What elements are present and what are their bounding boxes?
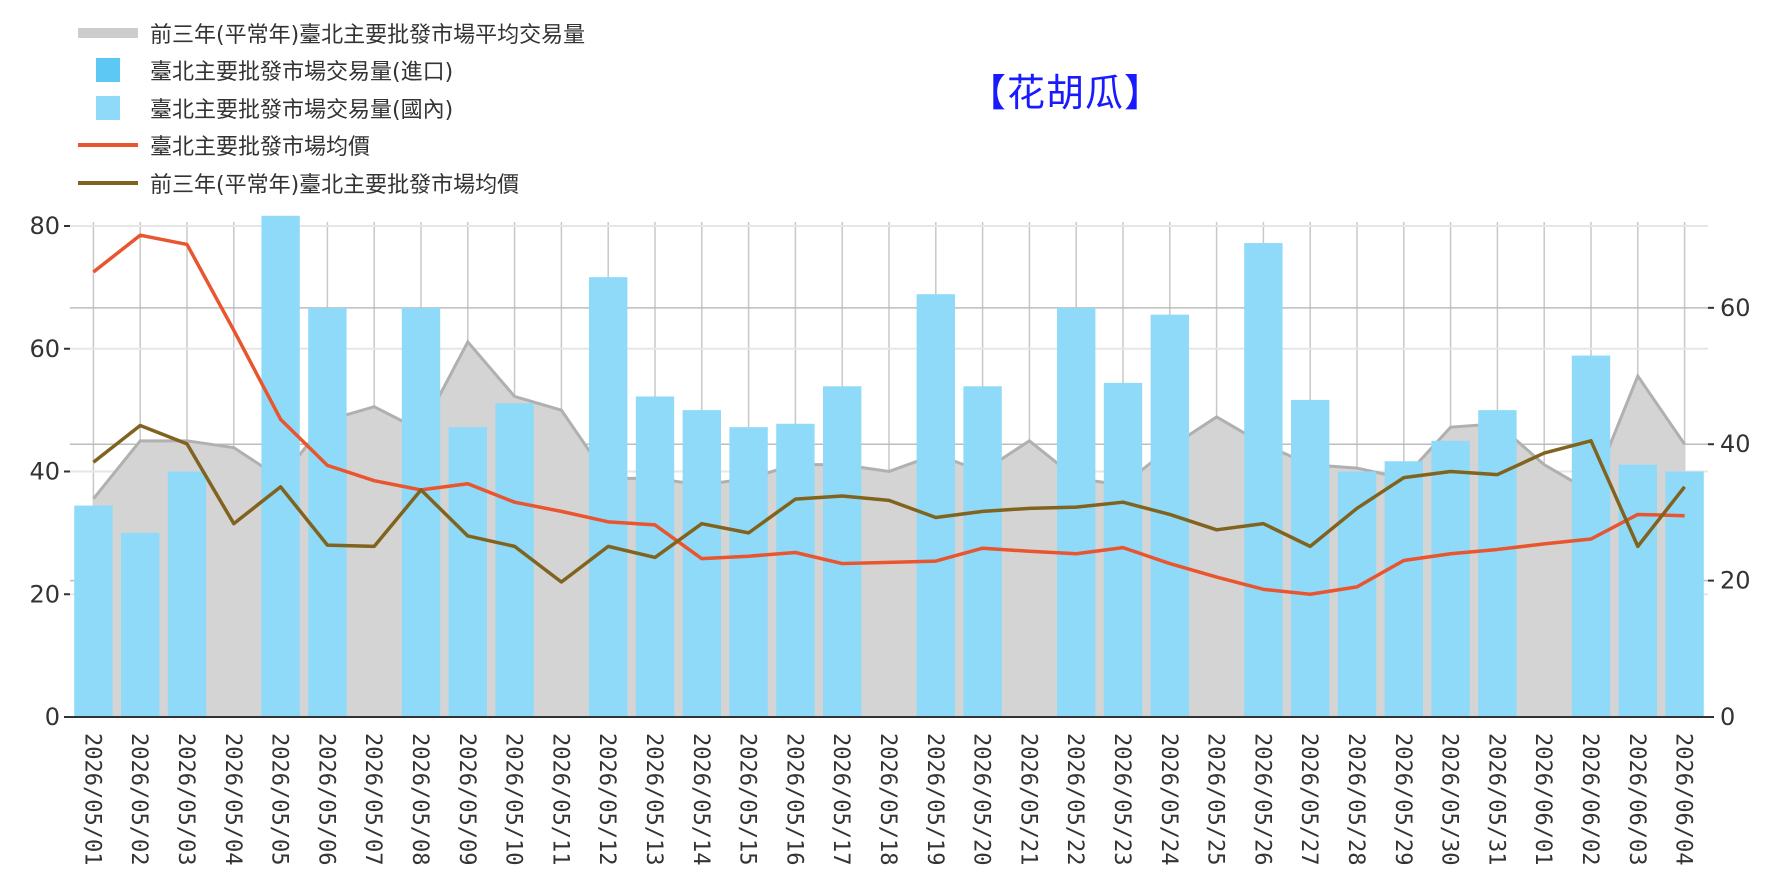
legend-label: 臺北主要批發市場交易量(國內) xyxy=(150,97,454,123)
left-axis-tick-label: 40 xyxy=(29,458,60,486)
right-axis-tick-label: 40 xyxy=(1720,430,1751,458)
line-swatch-icon xyxy=(78,180,138,185)
bar xyxy=(1571,355,1611,717)
x-axis-tick-label: 2026/05/16 xyxy=(781,733,806,865)
x-axis-tick-label: 2026/05/30 xyxy=(1437,733,1462,865)
bar xyxy=(1291,399,1330,717)
bar xyxy=(261,215,300,718)
chart-title: 【花胡瓜】 xyxy=(968,71,1164,115)
x-axis-tick-label: 2026/05/21 xyxy=(1015,733,1040,865)
x-axis-tick-label: 2026/06/03 xyxy=(1624,733,1649,865)
x-axis-tick-label: 2026/05/23 xyxy=(1109,733,1134,865)
legend-item-avg-volume[interactable]: 前三年(平常年)臺北主要批發市場平均交易量 xyxy=(78,14,585,52)
bar xyxy=(1478,410,1517,717)
bar xyxy=(1384,461,1423,717)
right-axis-tick-label: 20 xyxy=(1720,567,1751,595)
bar xyxy=(823,386,862,717)
x-axis-tick-label: 2026/05/15 xyxy=(735,733,760,865)
bar xyxy=(682,410,721,717)
x-axis-tick-label: 2026/05/11 xyxy=(547,733,572,865)
bar xyxy=(729,427,768,717)
line-swatch-icon xyxy=(78,143,138,148)
x-axis-tick-label: 2026/05/10 xyxy=(501,733,526,865)
box-swatch-icon xyxy=(96,58,120,83)
area-series-outline xyxy=(92,339,1686,500)
bar xyxy=(1665,471,1704,717)
bar xyxy=(1337,471,1377,717)
right-axis-tick-label: 60 xyxy=(1720,294,1751,322)
x-axis-tick-label: 2026/05/01 xyxy=(79,733,104,865)
x-axis-tick-label: 2026/05/24 xyxy=(1156,733,1181,865)
bar xyxy=(495,403,534,717)
bar xyxy=(589,277,628,717)
box-swatch-icon xyxy=(96,95,120,120)
x-axis-tick-label: 2026/05/04 xyxy=(220,733,245,865)
legend-item-avg-price[interactable]: 臺北主要批發市場均價 xyxy=(78,127,585,165)
bar xyxy=(1431,440,1470,717)
x-axis-tick-label: 2026/05/12 xyxy=(594,733,619,865)
left-axis-tick-label: 0 xyxy=(45,703,60,731)
bar xyxy=(121,532,160,717)
x-axis-tick-label: 2026/05/02 xyxy=(126,733,151,865)
bar xyxy=(167,471,207,717)
bar xyxy=(74,505,113,717)
left-axis-tick-label: 60 xyxy=(29,335,60,363)
right-axis-tick-label: 0 xyxy=(1720,703,1735,731)
x-axis-tick-label: 2026/05/26 xyxy=(1249,733,1274,865)
x-axis-tick-label: 2026/05/18 xyxy=(875,733,900,865)
x-axis-tick-label: 2026/05/25 xyxy=(1203,733,1228,865)
x-axis-tick-label: 2026/06/02 xyxy=(1577,733,1602,865)
bar xyxy=(1618,464,1657,717)
legend-label: 前三年(平常年)臺北主要批發市場平均交易量 xyxy=(150,22,586,48)
legend-label: 臺北主要批發市場均價 xyxy=(150,135,371,161)
x-axis-tick-label: 2026/05/08 xyxy=(407,733,432,865)
x-axis-tick-label: 2026/05/22 xyxy=(1062,733,1087,865)
x-axis-tick-label: 2026/05/03 xyxy=(173,733,198,865)
bar xyxy=(776,423,815,717)
x-axis-tick-label: 2026/05/14 xyxy=(688,733,713,865)
left-axis-tick-label: 20 xyxy=(29,580,60,608)
bar xyxy=(401,307,441,717)
x-axis-tick-label: 2026/05/27 xyxy=(1296,733,1321,865)
x-axis-tick-label: 2026/05/09 xyxy=(454,733,479,865)
left-axis-tick-label: 80 xyxy=(29,212,60,240)
bar xyxy=(1244,243,1283,717)
legend-item-prior-avg-price[interactable]: 前三年(平常年)臺北主要批發市場均價 xyxy=(78,164,585,202)
area-series xyxy=(93,341,1685,717)
x-axis-tick-label: 2026/06/04 xyxy=(1671,733,1696,865)
x-axis-tick-label: 2026/05/31 xyxy=(1483,733,1508,865)
bar xyxy=(308,307,347,717)
legend: 前三年(平常年)臺北主要批發市場平均交易量 臺北主要批發市場交易量(進口) 臺北… xyxy=(78,14,585,202)
x-axis-tick-label: 2026/05/20 xyxy=(969,733,994,865)
x-axis-tick-label: 2026/05/05 xyxy=(267,733,292,865)
x-axis-tick-label: 2026/05/13 xyxy=(641,733,666,865)
legend-label: 臺北主要批發市場交易量(進口) xyxy=(150,60,454,86)
x-axis-tick-label: 2026/05/06 xyxy=(313,733,338,865)
x-axis-tick-label: 2026/05/19 xyxy=(922,733,947,865)
legend-item-import-volume[interactable]: 臺北主要批發市場交易量(進口) xyxy=(78,52,585,90)
area-swatch-icon xyxy=(78,27,138,38)
bar xyxy=(1057,307,1096,717)
legend-item-domestic-volume[interactable]: 臺北主要批發市場交易量(國內) xyxy=(78,89,585,127)
x-axis-tick-label: 2026/05/17 xyxy=(828,733,853,865)
bar xyxy=(448,427,487,717)
x-axis-tick-label: 2026/06/01 xyxy=(1530,733,1555,865)
bar xyxy=(916,294,955,717)
x-axis-tick-label: 2026/05/07 xyxy=(360,733,385,865)
legend-label: 前三年(平常年)臺北主要批發市場均價 xyxy=(150,172,520,198)
line-series xyxy=(92,423,1686,584)
line-series xyxy=(92,233,1685,596)
x-axis-tick-label: 2026/05/29 xyxy=(1390,733,1415,865)
x-axis-tick-label: 2026/05/28 xyxy=(1343,733,1368,865)
